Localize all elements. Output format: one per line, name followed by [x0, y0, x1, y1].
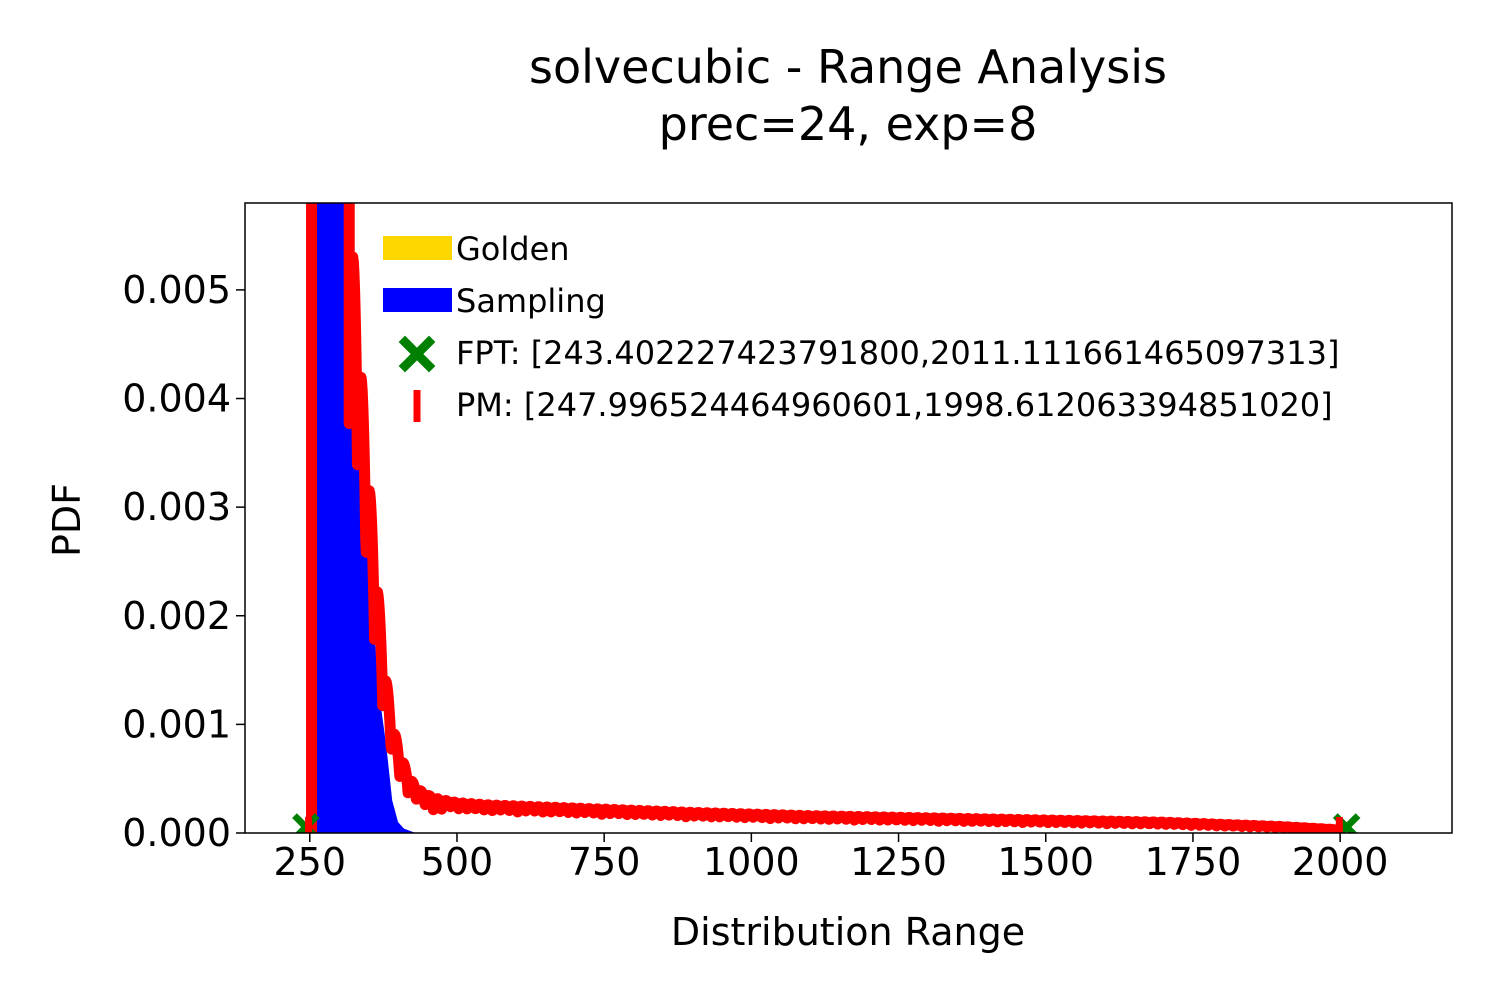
pm-line: [306, 203, 1345, 833]
x-axis-label: Distribution Range: [671, 910, 1025, 954]
legend-entry-3: PM: [247.996524464960601,1998.6120633948…: [413, 386, 1333, 424]
y-tick-label: 0.002: [122, 594, 231, 638]
sampling-area: [316, 203, 416, 833]
legend-label: PM: [247.996524464960601,1998.6120633948…: [456, 386, 1333, 424]
x-tick-label: 250: [274, 840, 347, 884]
x-tick-label: 1250: [850, 840, 947, 884]
legend: Golden Sampling FPT: [243.402227423791800,…: [383, 230, 1339, 424]
legend-entry-1: Sampling: [383, 282, 606, 320]
plot-frame: [244, 202, 1453, 834]
legend-entry-0: Golden: [383, 230, 570, 268]
y-axis-label: PDF: [45, 483, 89, 557]
legend-swatch: [383, 288, 452, 312]
x-tick-label: 1500: [997, 840, 1094, 884]
y-tick-label: 0.005: [122, 268, 231, 312]
legend-swatch: [398, 335, 436, 373]
x-tick-label: 1750: [1145, 840, 1242, 884]
legend-label: Sampling: [456, 282, 606, 320]
y-axis: 0.000 0.001 0.002 0.003 0.004 0.005: [122, 268, 245, 855]
legend-label: Golden: [456, 230, 570, 268]
y-tick-label: 0.000: [122, 811, 231, 855]
y-tick-label: 0.004: [122, 377, 231, 421]
chart-title: solvecubic - Range Analysis: [529, 40, 1167, 94]
chart-subtitle: prec=24, exp=8: [659, 97, 1038, 151]
y-tick-label: 0.003: [122, 485, 231, 529]
x-tick-label: 500: [421, 840, 494, 884]
x-tick-label: 1000: [703, 840, 800, 884]
x-axis: 250 500 750 1000 1250 1500 1750 2000: [274, 833, 1389, 884]
legend-label: FPT: [243.402227423791800,2011.111661465…: [456, 334, 1339, 372]
legend-entry-2: FPT: [243.402227423791800,2011.111661465…: [398, 334, 1339, 373]
plot-area: [292, 203, 1361, 833]
y-tick-label: 0.001: [122, 702, 231, 746]
legend-swatch: [383, 236, 452, 260]
x-tick-label: 750: [568, 840, 641, 884]
x-tick-label: 2000: [1292, 840, 1389, 884]
